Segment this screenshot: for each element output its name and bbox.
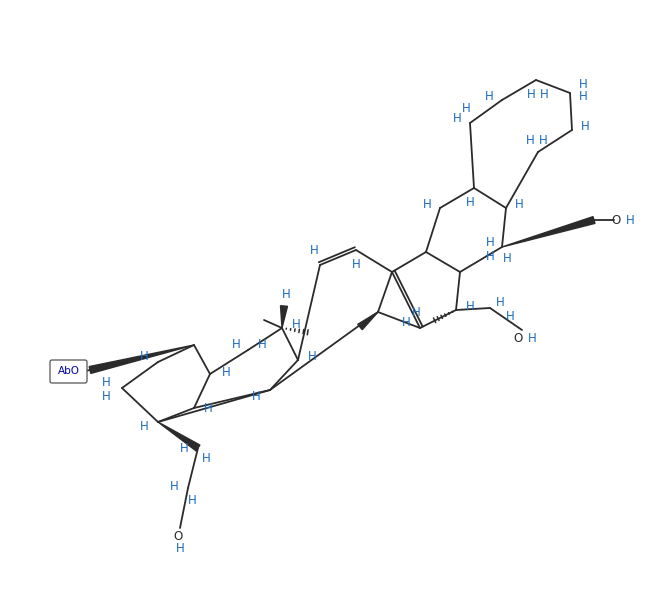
Text: H: H [465,301,474,314]
Text: H: H [307,349,316,362]
Text: H: H [188,494,197,507]
Text: H: H [102,390,110,403]
Text: H: H [232,337,240,350]
Text: AbO: AbO [58,366,80,376]
Text: H: H [485,90,493,103]
Text: H: H [282,287,290,301]
Text: H: H [495,296,505,309]
Text: H: H [222,365,230,378]
Text: H: H [465,195,474,208]
Text: H: H [485,236,495,249]
Text: O: O [513,331,523,345]
Polygon shape [280,306,288,328]
Text: H: H [527,87,535,100]
Text: H: H [102,377,110,390]
Text: H: H [412,305,420,318]
Text: H: H [204,402,212,415]
Text: H: H [309,245,318,258]
Text: H: H [453,112,461,125]
Text: H: H [578,78,588,91]
Text: H: H [291,318,300,331]
Text: H: H [352,258,361,270]
FancyBboxPatch shape [50,360,87,383]
Text: H: H [258,339,266,352]
Text: H: H [539,134,547,147]
Text: O: O [173,529,183,542]
Text: H: H [540,87,548,100]
Text: H: H [526,134,535,147]
Text: O: O [612,214,621,228]
Text: H: H [180,441,189,454]
Text: H: H [625,214,634,228]
Polygon shape [358,312,378,330]
Polygon shape [502,217,595,247]
Text: H: H [578,90,588,103]
Text: H: H [515,198,523,211]
Text: H: H [580,121,590,134]
Text: H: H [505,309,515,323]
Text: H: H [175,542,185,555]
Polygon shape [158,422,200,451]
Text: H: H [402,317,410,330]
Text: H: H [202,451,210,465]
Text: H: H [422,198,432,211]
Text: H: H [461,103,470,115]
Text: H: H [252,390,260,403]
Text: H: H [485,251,495,264]
Text: H: H [139,419,148,432]
Text: H: H [139,350,148,364]
Text: H: H [503,252,511,266]
Polygon shape [89,345,194,374]
Text: H: H [528,331,537,345]
Text: H: H [169,479,179,492]
